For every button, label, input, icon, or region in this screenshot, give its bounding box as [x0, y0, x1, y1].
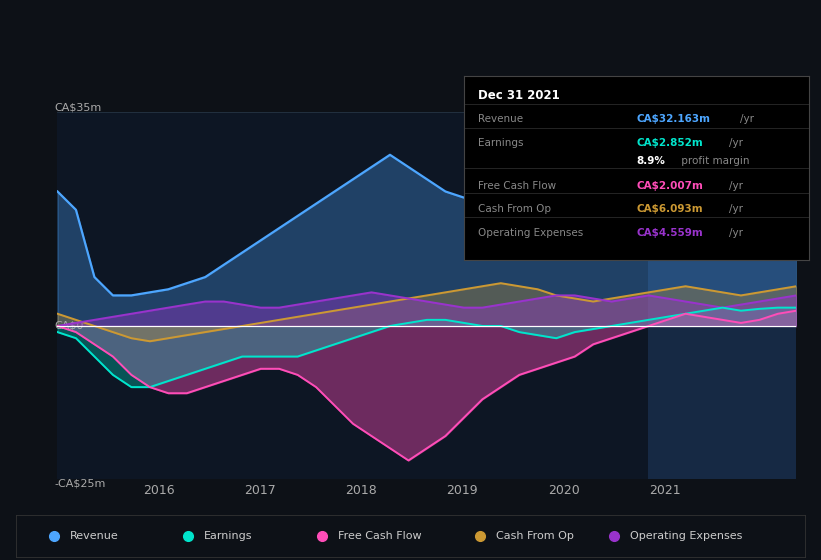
Text: /yr: /yr: [729, 181, 743, 191]
Text: /yr: /yr: [729, 138, 743, 147]
Text: CA$2.007m: CA$2.007m: [636, 181, 703, 191]
Text: Free Cash Flow: Free Cash Flow: [338, 531, 422, 541]
Text: CA$0: CA$0: [54, 321, 84, 331]
Text: profit margin: profit margin: [677, 156, 749, 166]
Text: Free Cash Flow: Free Cash Flow: [478, 181, 556, 191]
Text: Revenue: Revenue: [70, 531, 119, 541]
Text: CA$35m: CA$35m: [54, 102, 102, 112]
Text: CA$6.093m: CA$6.093m: [636, 204, 703, 214]
Text: Cash From Op: Cash From Op: [496, 531, 574, 541]
Text: Dec 31 2021: Dec 31 2021: [478, 88, 559, 101]
Text: Earnings: Earnings: [478, 138, 523, 147]
Text: Cash From Op: Cash From Op: [478, 204, 551, 214]
Text: CA$32.163m: CA$32.163m: [636, 114, 710, 124]
Text: /yr: /yr: [729, 204, 743, 214]
Text: -CA$25m: -CA$25m: [54, 479, 106, 489]
Text: Operating Expenses: Operating Expenses: [630, 531, 742, 541]
Text: /yr: /yr: [740, 114, 754, 124]
Text: CA$2.852m: CA$2.852m: [636, 138, 703, 147]
Text: CA$4.559m: CA$4.559m: [636, 228, 703, 238]
Text: Earnings: Earnings: [204, 531, 253, 541]
Bar: [648, 112, 796, 479]
Text: /yr: /yr: [729, 228, 743, 238]
Text: 8.9%: 8.9%: [636, 156, 665, 166]
Text: Operating Expenses: Operating Expenses: [478, 228, 583, 238]
Text: Revenue: Revenue: [478, 114, 523, 124]
